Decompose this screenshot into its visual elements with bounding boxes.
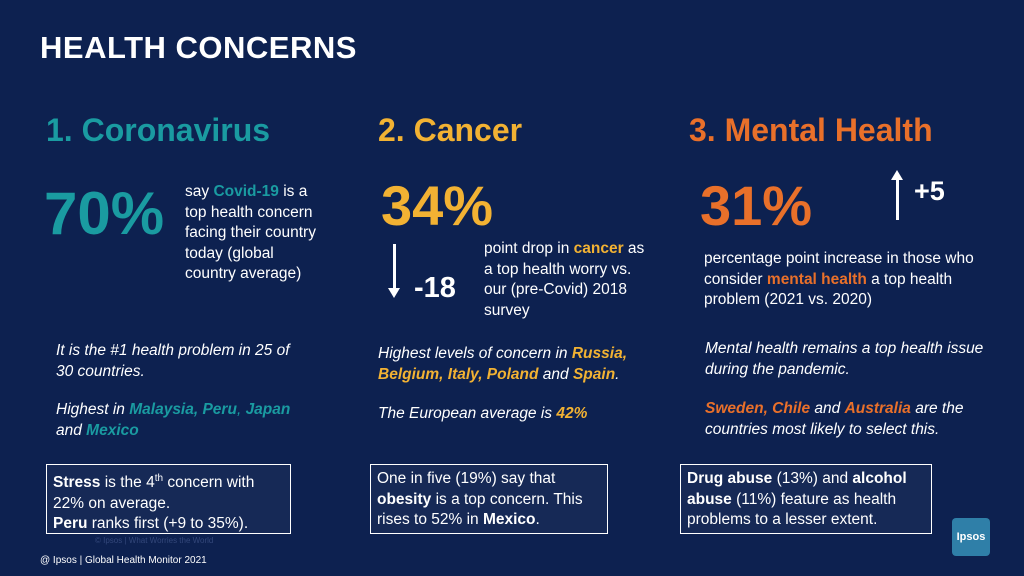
footer: @ Ipsos | Global Health Monitor 2021 [40,555,207,566]
page-title: HEALTH CONCERNS [40,30,357,65]
coronavirus-description: say Covid-19 is a top health concern fac… [185,183,316,282]
coronavirus-note-1: It is the #1 health problem in 25 of 30 … [56,342,290,380]
mental-health-info-box: Drug abuse (13%) and alcohol abuse (11%)… [680,464,932,534]
footer-ghost-text: © Ipsos | What Worries the World [95,536,214,545]
cancer-description: point drop in cancer as a top health wor… [484,240,645,319]
ipsos-logo: Ipsos [952,518,990,556]
coronavirus-info-box: Stress is the 4th concern with 22% on av… [46,464,291,534]
coronavirus-heading: 1. Coronavirus [46,112,271,148]
mental-health-description: percentage point increase in those who c… [704,250,974,308]
cancer-heading: 2. Cancer [378,112,523,148]
cancer-info-box: One in five (19%) say that obesity is a … [370,464,608,534]
mental-health-note-1: Mental health remains a top health issue… [705,340,984,378]
mental-health-stat: 31% [700,174,813,237]
coronavirus-stat: 70% [44,180,165,247]
arrow-down-icon [388,244,400,298]
mental-health-note-2: Sweden, Chile and Australia are the coun… [705,400,964,438]
cancer-note-2: The European average is 42% [378,405,588,422]
mental-health-heading: 3. Mental Health [689,112,933,148]
cancer-change: -18 [414,272,456,304]
coronavirus-note-2: Highest in Malaysia, Peru, Japan and Mex… [56,401,291,439]
cancer-note-1: Highest levels of concern in Russia, Bel… [378,345,627,383]
arrow-up-icon [891,170,903,220]
cancer-stat: 34% [381,174,494,237]
mental-health-change: +5 [914,176,945,206]
